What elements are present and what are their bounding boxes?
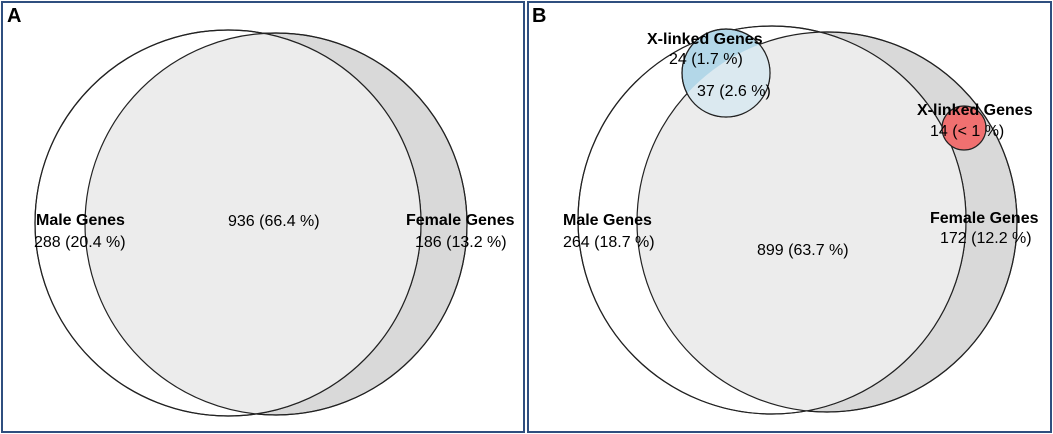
male-genes-title-a: Male Genes — [36, 212, 125, 229]
female-genes-outline-a — [84, 32, 468, 416]
male-genes-outline-b — [577, 25, 967, 415]
panel-b-frame — [527, 1, 1052, 433]
overlap-count-b: 899 (63.7 %) — [757, 242, 849, 259]
female-genes-count-b: 172 (12.2 %) — [940, 230, 1032, 247]
overlap-region-b — [637, 32, 966, 412]
male-genes-title-b: Male Genes — [563, 212, 652, 229]
x-linked-genes-count-female-side: 14 (< 1 %) — [930, 123, 1004, 140]
x-linked-genes-outline-male-side — [681, 28, 771, 118]
x-linked-genes-overlap-count: 37 (2.6 %) — [697, 83, 771, 100]
x-linked-genes-circle-female-side — [941, 105, 987, 151]
male-genes-count-a: 288 (20.4 %) — [34, 234, 126, 251]
male-genes-count-b: 264 (18.7 %) — [563, 234, 655, 251]
x-linked-genes-title-male-side: X-linked Genes — [647, 31, 763, 48]
female-genes-outline-b — [636, 31, 1018, 413]
panel-b: B X-linked Genes 24 (1.7 %) 37 (2.6 %) X… — [527, 1, 1052, 433]
female-genes-title-b: Female Genes — [930, 210, 1039, 227]
x-linked-genes-count-male-side: 24 (1.7 %) — [669, 51, 743, 68]
male-genes-outline-a — [34, 29, 422, 417]
panel-a-frame — [1, 1, 525, 433]
overlap-region-a — [85, 33, 421, 415]
panel-a-label: A — [7, 5, 21, 27]
x-linked-genes-title-female-side: X-linked Genes — [917, 102, 1033, 119]
female-genes-count-a: 186 (13.2 %) — [415, 234, 507, 251]
overlap-count-a: 936 (66.4 %) — [228, 213, 320, 230]
panel-a: A Male Genes 288 (20.4 %) 936 (66.4 %) F… — [1, 1, 525, 433]
panel-b-label: B — [532, 5, 546, 27]
female-genes-title-a: Female Genes — [406, 212, 515, 229]
